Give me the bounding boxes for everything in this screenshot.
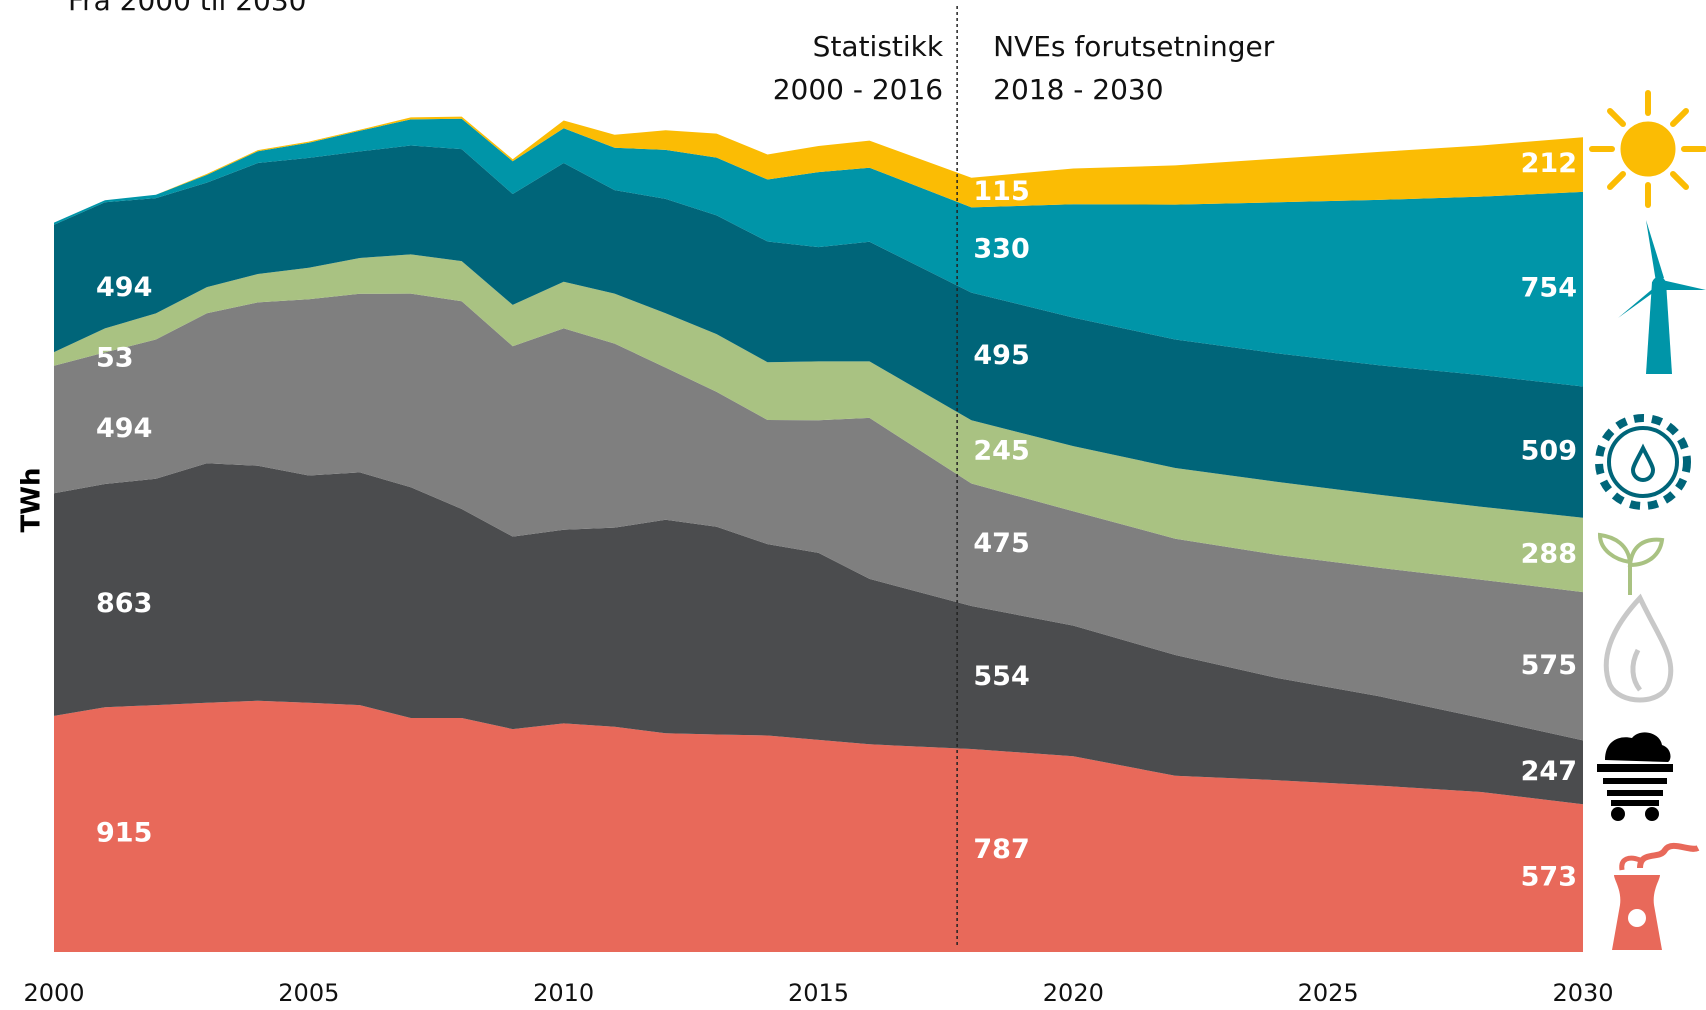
x-tick-label: 2025 (1298, 979, 1359, 1007)
annotation: Statistikk (813, 30, 944, 63)
chart-title: Fra 2000 til 2030 (68, 0, 307, 17)
hydro-icon (1595, 414, 1691, 510)
data-label: 247 (1521, 756, 1577, 787)
data-label: 212 (1521, 148, 1577, 179)
data-label: 573 (1521, 862, 1577, 893)
area (54, 116, 1583, 223)
data-label: 554 (973, 661, 1029, 692)
data-label: 330 (973, 233, 1029, 264)
data-label: 509 (1521, 436, 1577, 467)
wind-icon (1618, 220, 1706, 374)
x-tick-label: 2020 (1043, 979, 1104, 1007)
bio-icon (1597, 532, 1665, 595)
data-label: 494 (96, 413, 152, 444)
area (54, 254, 1583, 593)
data-label: 575 (1521, 650, 1577, 681)
annotation: NVEs forutsetninger (993, 30, 1275, 63)
data-label: 288 (1521, 538, 1577, 569)
x-tick-label: 2010 (533, 979, 594, 1007)
data-label: 915 (96, 817, 152, 848)
x-tick-label: 2030 (1552, 979, 1613, 1007)
gas-icon (1603, 593, 1674, 703)
data-label: 115 (973, 176, 1029, 207)
areas (54, 116, 1583, 952)
annotation: 2018 - 2030 (993, 73, 1163, 106)
data-label: 53 (96, 342, 134, 373)
area (54, 118, 1583, 387)
x-tick-label: 2015 (788, 979, 849, 1007)
coal-icon (1597, 732, 1673, 821)
data-label: 245 (973, 435, 1029, 466)
area (54, 463, 1583, 805)
x-tick-label: 2000 (23, 979, 84, 1007)
data-label: 754 (1521, 273, 1577, 304)
area (54, 145, 1583, 518)
nuclear-icon (1612, 843, 1700, 950)
data-label: 475 (973, 528, 1029, 559)
area (54, 293, 1583, 741)
data-label: 495 (973, 340, 1029, 371)
data-label: 494 (96, 272, 152, 303)
x-tick-label: 2005 (278, 979, 339, 1007)
annotation: 2000 - 2016 (773, 73, 943, 106)
data-labels: 915 787 573 863 554 247 494 475 575 53 245 288 494 49… (96, 148, 1577, 892)
y-axis-label: TWh (17, 468, 47, 533)
data-label: 787 (973, 834, 1029, 865)
sun-icon (1589, 90, 1706, 208)
data-label: 863 (96, 588, 152, 619)
area (54, 700, 1583, 952)
